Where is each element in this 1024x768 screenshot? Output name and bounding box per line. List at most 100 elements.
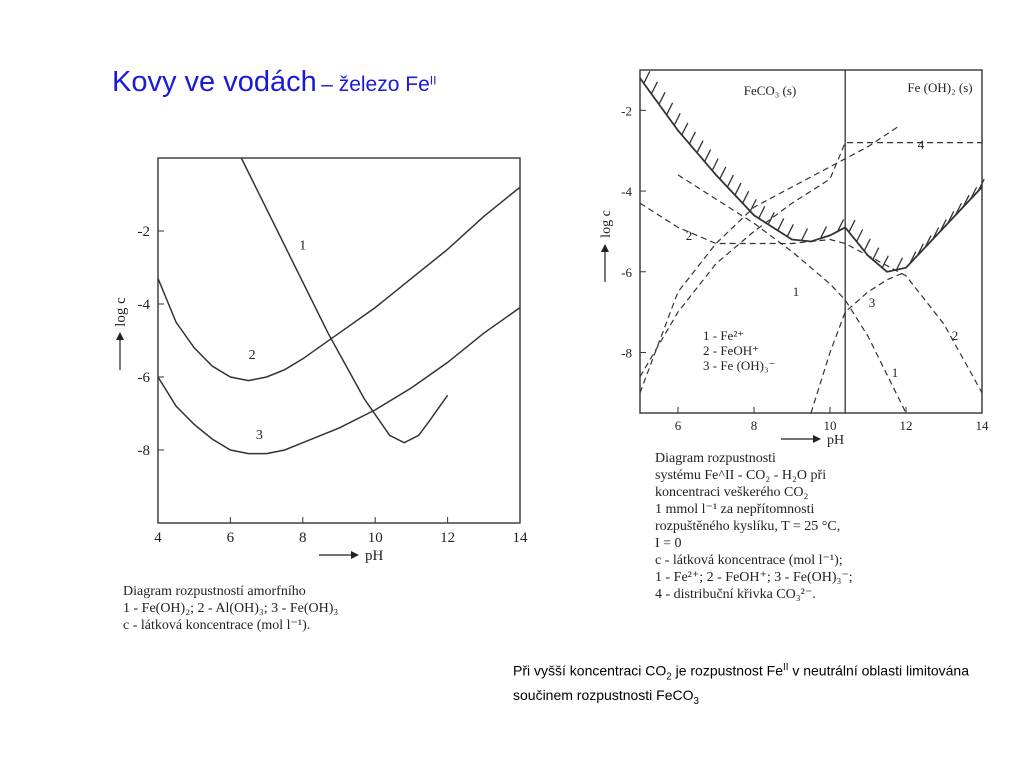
chart2-caption-line: I = 0 (655, 536, 682, 551)
series-label-1: 1 (299, 238, 306, 253)
hatch-mark (758, 206, 766, 219)
chart2-caption-line: rozpuštěného kyslíku, T = 25 °C, (655, 519, 841, 534)
title-main: Kovy ve vodách (112, 66, 317, 98)
series-line (639, 126, 899, 394)
hatch-mark (704, 149, 712, 162)
hatch-mark (786, 224, 794, 237)
y-tick-label: -6 (138, 370, 151, 386)
hatch-mark (819, 226, 828, 239)
hatch-mark (800, 228, 809, 241)
curve-label: 4 (918, 137, 925, 152)
page-title: Kovy ve vodách – železo FeII (112, 66, 436, 99)
hatch-mark (848, 219, 856, 233)
hatch-mark (742, 190, 750, 204)
x-tick-label: 4 (154, 530, 162, 546)
x-tick-label: 12 (900, 418, 913, 433)
chart2-caption-line: systému Fe^II - CO₂ - H₂O při (655, 468, 827, 483)
x-tick-label: 10 (824, 418, 837, 433)
x-tick-label: 8 (299, 530, 307, 546)
title-superscript: II (429, 73, 437, 88)
chart1-caption-line: 1 - Fe(OH)₂; 2 - Al(OH)₃; 3 - Fe(OH)₃ (123, 601, 339, 616)
region-label-feco3: FeCO₃ (s) (744, 83, 797, 98)
hatch-mark (696, 140, 704, 154)
hatch-mark (777, 218, 785, 231)
x-tick-label: 6 (227, 530, 235, 546)
hatch-mark (924, 235, 932, 248)
y-tick-label: -6 (621, 265, 632, 280)
hatch-mark (954, 202, 962, 216)
chart1-caption: Diagram rozpustností amorfního 1 - Fe(OH… (123, 583, 393, 634)
hatch-mark (650, 81, 658, 95)
hatch-mark (837, 219, 845, 232)
series-line (639, 142, 982, 378)
hatch-mark (962, 194, 970, 208)
hatch-mark (872, 247, 880, 260)
note-sup: II (783, 662, 789, 673)
hatch-mark (666, 102, 674, 116)
y-tick-label: -8 (621, 345, 632, 360)
legend-entry: 1 - Fe²⁺ (703, 328, 744, 343)
chart2-caption-line: Diagram rozpustnosti (655, 451, 776, 466)
hatch-mark (863, 238, 871, 252)
chart1-caption-line: c - látková koncentrace (mol l⁻¹). (123, 618, 311, 633)
y-tick-label: -2 (621, 103, 632, 118)
series-line-1 (240, 157, 449, 444)
y-tick-label: -4 (621, 184, 632, 199)
hatch-mark (643, 71, 651, 84)
hatch-mark (688, 131, 696, 145)
hatch-mark (726, 174, 734, 188)
series-line (677, 174, 907, 414)
x-axis-arrowhead (351, 551, 359, 559)
hatch-mark (681, 122, 689, 136)
y-tick-label: -4 (138, 297, 151, 313)
x-axis-label: pH (365, 548, 384, 564)
series-line (844, 186, 983, 273)
hatch-mark (767, 212, 775, 225)
series-line (639, 202, 983, 394)
note-part: v neutrální oblasti limitována součinem … (513, 662, 969, 704)
legend-entry: 3 - Fe (OH)₃⁻ (703, 358, 775, 373)
chart2-caption-line: 4 - distribuční křivka CO₃²⁻. (655, 587, 816, 602)
hatch-mark (749, 198, 757, 212)
title-sub: – železo Fe (321, 73, 430, 96)
y-axis-label: log c (113, 297, 129, 327)
x-tick-label: 12 (440, 530, 455, 546)
hatch-mark (881, 255, 889, 269)
curve-label: 3 (869, 295, 876, 310)
hatch-mark (939, 219, 947, 232)
curve-label: 2 (686, 228, 693, 243)
note-sub: 3 (693, 696, 699, 708)
note-text: Při vyšší koncentraci CO2 je rozpustnost… (513, 658, 1008, 711)
hatch-mark (909, 251, 917, 264)
hatch-mark (856, 229, 864, 242)
series-label-2: 2 (249, 348, 256, 363)
series-line (810, 271, 907, 414)
hatch-mark (932, 227, 940, 240)
note-sub: 2 (666, 671, 672, 683)
series-line-2 (157, 186, 521, 382)
chart2-caption-line: 1 - Fe²⁺; 2 - FeOH⁺; 3 - Fe(OH)₃⁻; (655, 570, 853, 585)
hatch-mark (970, 186, 978, 200)
hatch-mark (734, 182, 742, 196)
note-part: je rozpustnost Fe (671, 662, 783, 679)
x-tick-label: 6 (675, 418, 682, 433)
plot-frame (157, 157, 521, 524)
series-label-3: 3 (256, 428, 263, 443)
chart1-caption-line: Diagram rozpustností amorfního (123, 584, 306, 599)
hatch-mark (719, 166, 727, 180)
series-line-3 (157, 306, 521, 455)
hatch-mark (658, 92, 666, 105)
hatch-mark (947, 211, 955, 224)
note-part: Při vyšší koncentraci CO (513, 662, 667, 679)
series-line (639, 77, 846, 243)
chart2-caption-line: koncentraci veškerého CO₂ (655, 485, 809, 500)
legend-entry: 2 - FeOH⁺ (703, 343, 759, 358)
hatch-mark (673, 112, 681, 126)
chart2-caption-line: c - látková koncentrace (mol l⁻¹); (655, 553, 843, 568)
y-axis-arrowhead (601, 244, 609, 252)
chart2-caption-line: 1 mmol l⁻¹ za nepřítomnosti (655, 502, 815, 517)
x-axis-arrowhead (813, 435, 821, 443)
x-tick-label: 14 (513, 530, 529, 546)
y-axis-arrowhead (116, 332, 124, 340)
